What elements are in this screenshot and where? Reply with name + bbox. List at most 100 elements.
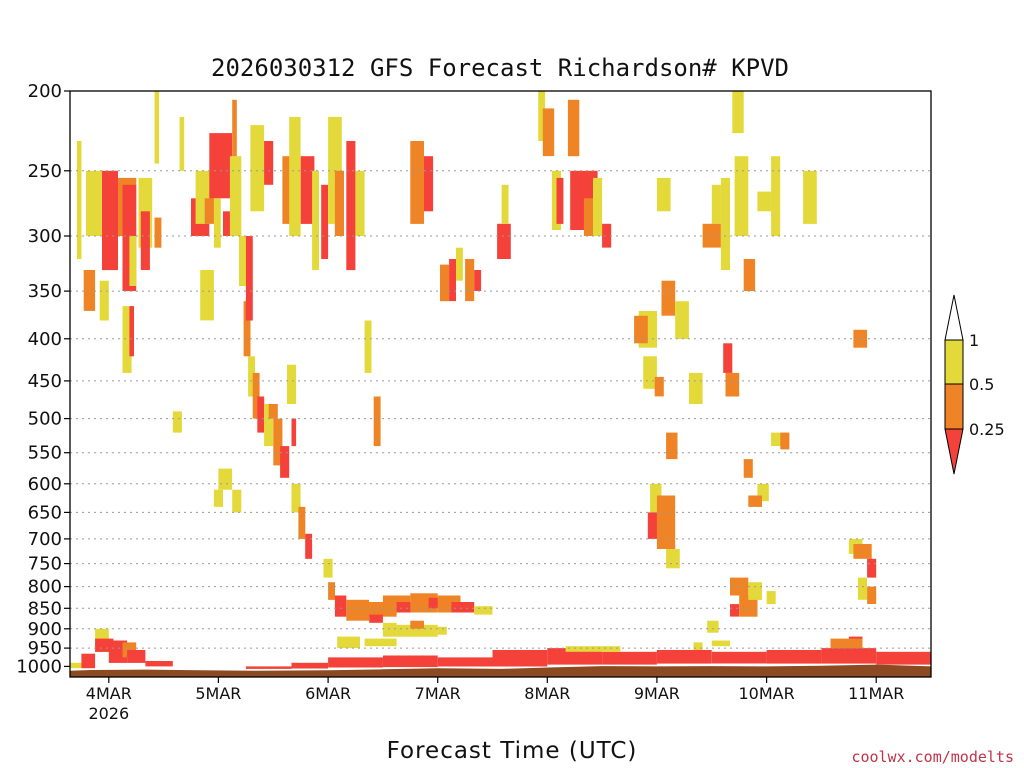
ri-region-37 <box>282 156 294 224</box>
ri-region-88 <box>567 99 580 157</box>
ri-region-40 <box>312 170 319 271</box>
ri-region-90 <box>583 198 593 236</box>
legend-label-1: 1 <box>969 331 979 350</box>
ri-region-72 <box>437 626 447 635</box>
ri-region-53 <box>218 468 233 490</box>
ri-region-82 <box>497 223 511 259</box>
ground-shape <box>70 664 931 677</box>
ri-region-61 <box>369 614 383 623</box>
ri-region-156 <box>821 648 877 664</box>
x-axis-label: Forecast Time (UTC) <box>387 738 638 764</box>
ri-region-146 <box>291 662 328 669</box>
ri-region-137 <box>70 662 82 669</box>
ri-region-48 <box>200 270 214 321</box>
y-tick-label-350: 350 <box>28 281 62 302</box>
ground-layer <box>70 664 931 677</box>
x-tick-label-7MAR: 7MAR <box>415 684 461 703</box>
ri-region-148 <box>382 655 438 668</box>
legend-swatch-above-1 <box>944 294 964 341</box>
ri-region-105 <box>634 315 648 344</box>
ri-region-67 <box>451 602 475 613</box>
ri-region-135 <box>857 577 867 600</box>
ri-region-27 <box>252 372 260 419</box>
ri-region-71 <box>410 620 424 629</box>
ri-region-28 <box>257 396 265 433</box>
ri-region-75 <box>410 141 424 224</box>
ri-region-98 <box>734 156 749 236</box>
ri-region-9 <box>99 280 109 321</box>
y-tick-label-900: 900 <box>28 619 62 640</box>
ri-region-57 <box>328 582 335 600</box>
ri-region-8 <box>83 270 96 311</box>
ri-region-78 <box>449 259 456 302</box>
ri-region-109 <box>654 376 664 397</box>
y-tick-label-850: 850 <box>28 598 62 619</box>
legend-label-0.25: 0.25 <box>969 420 1005 439</box>
ri-region-51 <box>287 364 297 404</box>
ri-region-100 <box>757 191 772 212</box>
ri-region-4 <box>129 236 137 286</box>
ri-region-77 <box>440 264 450 302</box>
legend-label-0.5: 0.5 <box>969 375 994 394</box>
ri-region-12 <box>76 141 82 260</box>
ri-region-52 <box>291 418 297 447</box>
ri-region-125 <box>748 582 762 600</box>
ri-region-1 <box>102 170 118 271</box>
legend: 1 0.5 0.25 <box>944 294 1005 475</box>
ri-region-11 <box>129 306 134 357</box>
ri-region-158 <box>830 638 863 649</box>
ri-region-147 <box>328 657 383 668</box>
ri-region-122 <box>780 432 790 450</box>
ri-region-130 <box>693 642 703 650</box>
ri-region-119 <box>757 483 769 502</box>
ri-region-0 <box>86 170 105 236</box>
ri-region-63 <box>396 602 415 613</box>
ri-region-118 <box>743 459 753 478</box>
y-tick-label-950: 950 <box>28 638 62 659</box>
ri-region-153 <box>656 650 712 664</box>
ri-region-102 <box>803 170 817 224</box>
ri-region-26 <box>248 356 255 397</box>
ri-region-10 <box>122 306 132 373</box>
ri-region-47 <box>373 396 381 447</box>
ri-region-34 <box>305 533 313 559</box>
ri-region-18 <box>209 133 233 199</box>
ri-region-117 <box>666 549 680 569</box>
ri-region-126 <box>730 604 740 617</box>
ri-region-35 <box>250 125 265 212</box>
ri-region-30 <box>273 418 283 466</box>
ri-region-150 <box>492 650 548 667</box>
x-tick-label-11MAR: 11MAR <box>848 684 904 703</box>
x-tick-label-9MAR: 9MAR <box>634 684 680 703</box>
ri-region-157 <box>876 651 931 665</box>
ri-region-103 <box>853 329 868 348</box>
ri-region-32 <box>291 483 301 513</box>
ri-region-134 <box>867 586 877 604</box>
y-tick-label-600: 600 <box>28 474 62 495</box>
ri-region-152 <box>602 651 657 665</box>
y-tick-label-700: 700 <box>28 529 62 550</box>
ri-region-6 <box>140 211 150 270</box>
y-tick-label-800: 800 <box>28 577 62 598</box>
ri-region-97 <box>732 91 744 134</box>
ri-region-80 <box>465 259 475 302</box>
ri-region-49 <box>172 411 182 433</box>
ri-region-33 <box>298 506 306 539</box>
ri-region-111 <box>723 343 733 373</box>
ri-region-69 <box>382 622 397 637</box>
ri-region-91 <box>593 177 603 236</box>
ri-region-73 <box>337 636 360 649</box>
ri-region-94 <box>711 184 721 224</box>
ri-region-154 <box>711 651 767 664</box>
ri-region-41 <box>321 184 329 259</box>
y-tick-label-450: 450 <box>28 371 62 392</box>
chart-title: 2026030312 GFS Forecast Richardson# KPVD <box>211 54 789 82</box>
ri-region-58 <box>334 595 347 617</box>
ri-region-149 <box>437 657 493 667</box>
x-tick-label-10MAR: 10MAR <box>738 684 794 703</box>
ri-region-116 <box>656 495 676 549</box>
ri-region-85 <box>542 108 555 157</box>
ri-region-132 <box>853 544 872 559</box>
ri-region-133 <box>867 558 877 578</box>
